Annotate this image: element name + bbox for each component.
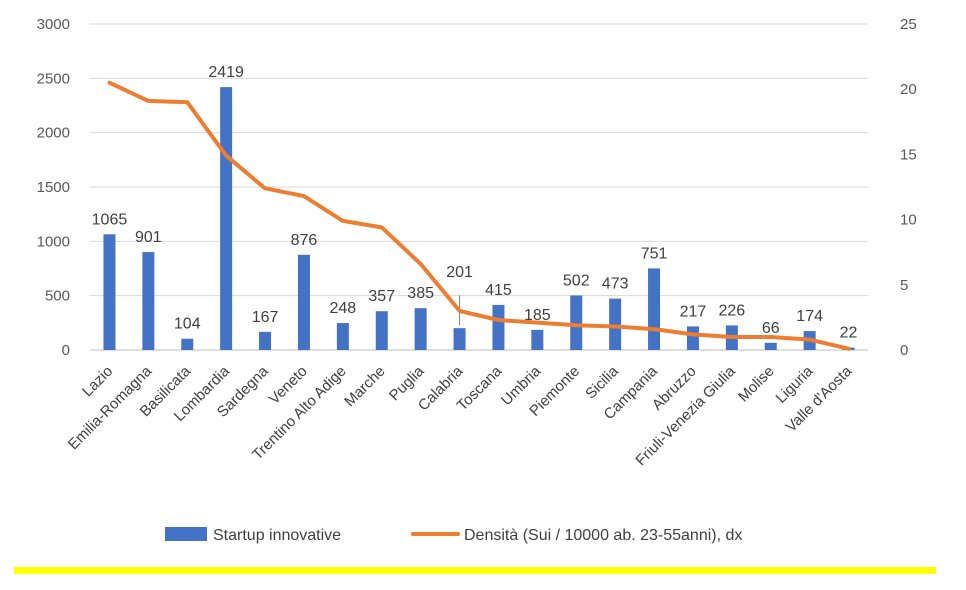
bar-data-label: 248: [329, 300, 356, 317]
bar-data-label: 104: [174, 316, 201, 333]
bar-data-label: 751: [641, 245, 668, 262]
left-tick-label: 1000: [37, 233, 70, 250]
bar-data-label: 66: [762, 320, 780, 337]
bar-data-label: 415: [485, 282, 512, 299]
bar-data-label: 502: [563, 272, 590, 289]
bar-data-label: 22: [840, 325, 858, 342]
left-tick-label: 3000: [37, 16, 70, 33]
bar: [609, 298, 622, 350]
bar: [531, 329, 544, 350]
bar: [414, 308, 427, 350]
bar: [103, 234, 116, 350]
left-tick-label: 2000: [37, 125, 70, 142]
bar-data-label: 174: [796, 308, 823, 325]
bar: [181, 338, 194, 350]
gridlines: [90, 23, 868, 351]
legend: Startup innovative Densità (Sui / 10000 …: [165, 527, 742, 544]
bar-data-label: 876: [291, 232, 318, 249]
category-label: Molise: [735, 363, 778, 406]
bar: [220, 87, 233, 351]
bar-data-label: 901: [135, 229, 162, 246]
bar: [142, 252, 155, 350]
bar: [375, 311, 388, 350]
left-tick-label: 500: [45, 288, 70, 305]
legend-line-label: Densità (Sui / 10000 ab. 23-55anni), dx: [464, 527, 742, 544]
bar: [648, 268, 661, 350]
bar: [336, 323, 349, 350]
right-axis: 0 5 10 15 20 25: [900, 16, 917, 359]
right-tick-label: 15: [900, 146, 917, 163]
bar-data-label: 226: [718, 302, 745, 319]
bar-data-label: 201: [446, 264, 473, 281]
right-tick-label: 20: [900, 81, 917, 98]
bar-data-label: 2419: [208, 64, 244, 81]
left-tick-label: 1500: [37, 179, 70, 196]
category-labels: LazioEmilia-RomagnaBasilicataLombardiaSa…: [65, 362, 856, 469]
line-series: [107, 80, 851, 351]
left-tick-label: 2500: [37, 70, 70, 87]
bar-data-label: 1065: [92, 211, 128, 228]
footer-rule: [14, 567, 936, 574]
bar: [686, 326, 699, 350]
bar: [764, 342, 777, 350]
bar-data-label: 217: [680, 303, 707, 320]
bar-data-label: 473: [602, 276, 629, 293]
bar: [259, 331, 272, 350]
left-axis: 0 500 1000 1500 2000 2500 3000: [37, 16, 70, 359]
category-label: Marche: [341, 363, 388, 410]
bar: [453, 328, 466, 350]
bar: [570, 295, 583, 350]
bar: [492, 304, 505, 350]
right-tick-label: 0: [900, 342, 908, 359]
right-tick-label: 5: [900, 277, 908, 294]
bar-data-label: 385: [407, 285, 434, 302]
right-tick-label: 25: [900, 16, 917, 33]
density-line: [107, 80, 851, 351]
left-tick-label: 0: [62, 342, 70, 359]
legend-bar-swatch: [165, 527, 207, 541]
legend-bar-label: Startup innovative: [213, 527, 341, 544]
bar: [297, 254, 310, 350]
right-tick-label: 10: [900, 212, 917, 229]
bar-data-label: 167: [252, 309, 279, 326]
bar-data-label: 357: [368, 288, 395, 305]
bar-data-labels: 1065 901 104 2419 167 876 248 357 385 201 415 185 50…: [92, 64, 858, 341]
bar-data-label: 185: [524, 307, 551, 324]
